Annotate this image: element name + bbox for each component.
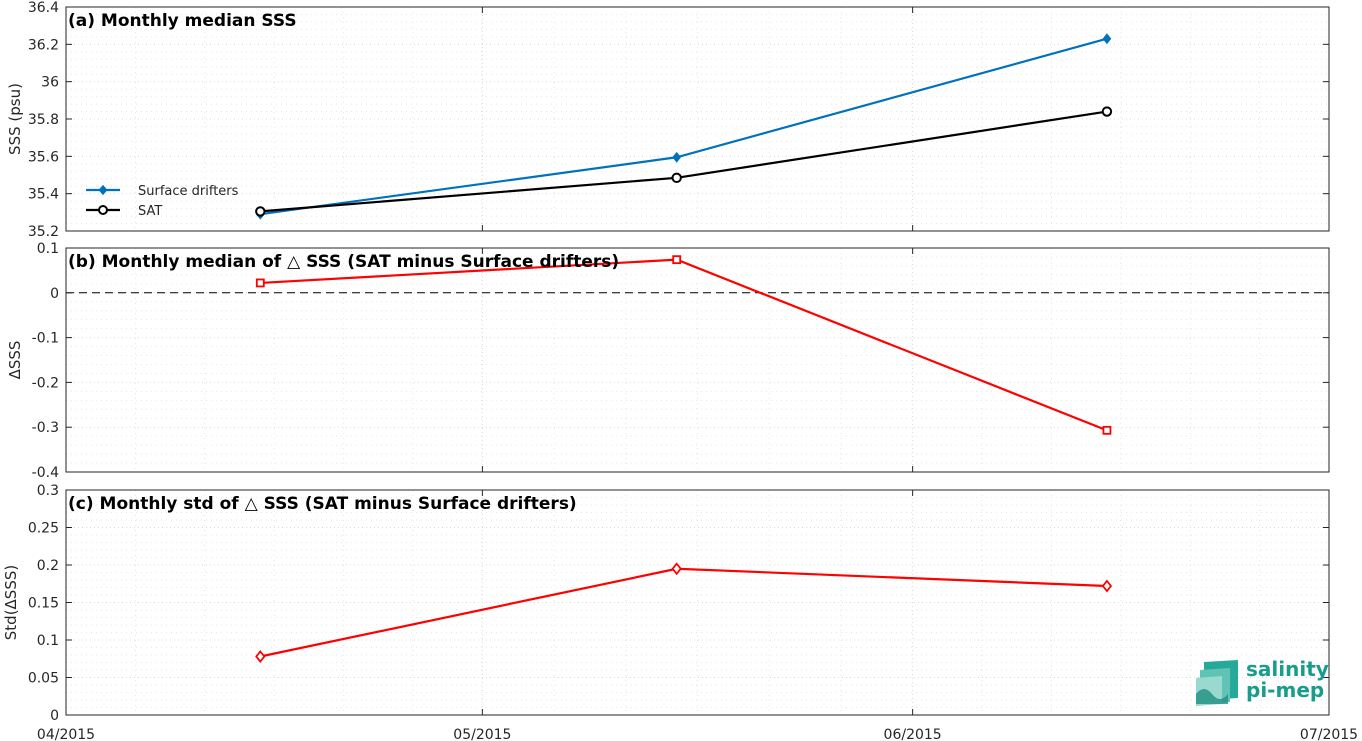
axes-background bbox=[66, 490, 1329, 715]
data-point bbox=[255, 278, 265, 288]
x-tick-label: 05/2015 bbox=[453, 727, 511, 741]
data-point bbox=[255, 206, 266, 217]
series-delta-sss bbox=[255, 255, 1112, 435]
y-tick-label: 0.25 bbox=[28, 521, 59, 537]
y-tick-label: 0.2 bbox=[37, 558, 59, 574]
axes-background bbox=[66, 248, 1329, 472]
data-point bbox=[1101, 106, 1113, 117]
x-tick-label: 04/2015 bbox=[37, 727, 95, 741]
logo-line-1: salinity bbox=[1246, 657, 1329, 681]
legend-label: SAT bbox=[138, 204, 162, 219]
y-tick-label: 35.8 bbox=[28, 112, 59, 128]
grid bbox=[66, 7, 1329, 231]
y-tick-label: 35.2 bbox=[28, 224, 59, 240]
y-axis-label: ΔSSS bbox=[6, 341, 24, 380]
salinity-pi-mep-logo: salinity pi-mep bbox=[1196, 657, 1329, 706]
y-axis-label: Std(ΔSSS) bbox=[2, 565, 20, 640]
y-tick-label: 0.15 bbox=[28, 596, 59, 612]
data-point bbox=[671, 562, 682, 576]
panel-title: (c) Monthly std of △ SSS (SAT minus Surf… bbox=[68, 494, 577, 514]
panel-b: -0.4 -0.3 -0.2 -0.1 0 0.1 ΔSSS (b) Monthly medi… bbox=[6, 241, 1330, 481]
series-delta-sss bbox=[255, 562, 1113, 663]
logo-mark-icon bbox=[1196, 660, 1238, 706]
data-point bbox=[1102, 425, 1112, 435]
y-tick-label: 0 bbox=[50, 286, 59, 302]
legend-marker bbox=[98, 184, 108, 196]
y-tick-label: 0.1 bbox=[37, 633, 59, 649]
y-tick-label: -0.3 bbox=[32, 420, 59, 436]
logo-line-2: pi-mep bbox=[1246, 678, 1324, 702]
panel-title: (a) Monthly median SSS bbox=[68, 11, 297, 31]
x-tick-label: 06/2015 bbox=[884, 727, 942, 741]
y-tick-label: 35.6 bbox=[28, 149, 59, 165]
y-tick-label: 0.05 bbox=[28, 671, 59, 687]
legend: Surface drifters SAT bbox=[86, 184, 239, 219]
y-tick-label: -0.4 bbox=[32, 465, 59, 481]
y-tick-label: 0 bbox=[50, 708, 59, 724]
grid bbox=[66, 490, 1329, 715]
legend-marker bbox=[98, 205, 108, 215]
panel-a: 35.2 35.4 35.6 35.8 36 36.2 36.4 SSS (psu) (a) M… bbox=[6, 0, 1330, 240]
y-tick-label: 36 bbox=[41, 75, 59, 91]
panel-c: 0 0.05 0.1 0.15 0.2 0.25 0.3 04/2015 05/2015 06/2… bbox=[2, 483, 1358, 741]
y-tick-label: 0.1 bbox=[37, 241, 59, 257]
legend-label: Surface drifters bbox=[138, 184, 239, 199]
y-tick-label: 35.4 bbox=[28, 187, 59, 203]
y-tick-label: -0.1 bbox=[32, 331, 59, 347]
data-point bbox=[255, 650, 266, 663]
data-point bbox=[672, 151, 682, 163]
data-point bbox=[671, 172, 682, 184]
panel-title: (b) Monthly median of △ SSS (SAT minus S… bbox=[68, 252, 619, 272]
data-point bbox=[1101, 579, 1113, 593]
y-tick-label: -0.2 bbox=[32, 375, 59, 391]
y-tick-label: 36.2 bbox=[28, 37, 59, 53]
data-point bbox=[672, 255, 682, 265]
y-axis-label: SSS (psu) bbox=[6, 83, 24, 155]
grid bbox=[66, 248, 1329, 472]
data-point bbox=[1102, 33, 1112, 45]
y-tick-label: 36.4 bbox=[28, 0, 59, 16]
series-sat bbox=[255, 106, 1113, 217]
y-tick-label: 0.3 bbox=[37, 483, 59, 499]
x-tick-label: 07/2015 bbox=[1300, 727, 1358, 741]
axes-frame bbox=[65, 247, 1330, 473]
